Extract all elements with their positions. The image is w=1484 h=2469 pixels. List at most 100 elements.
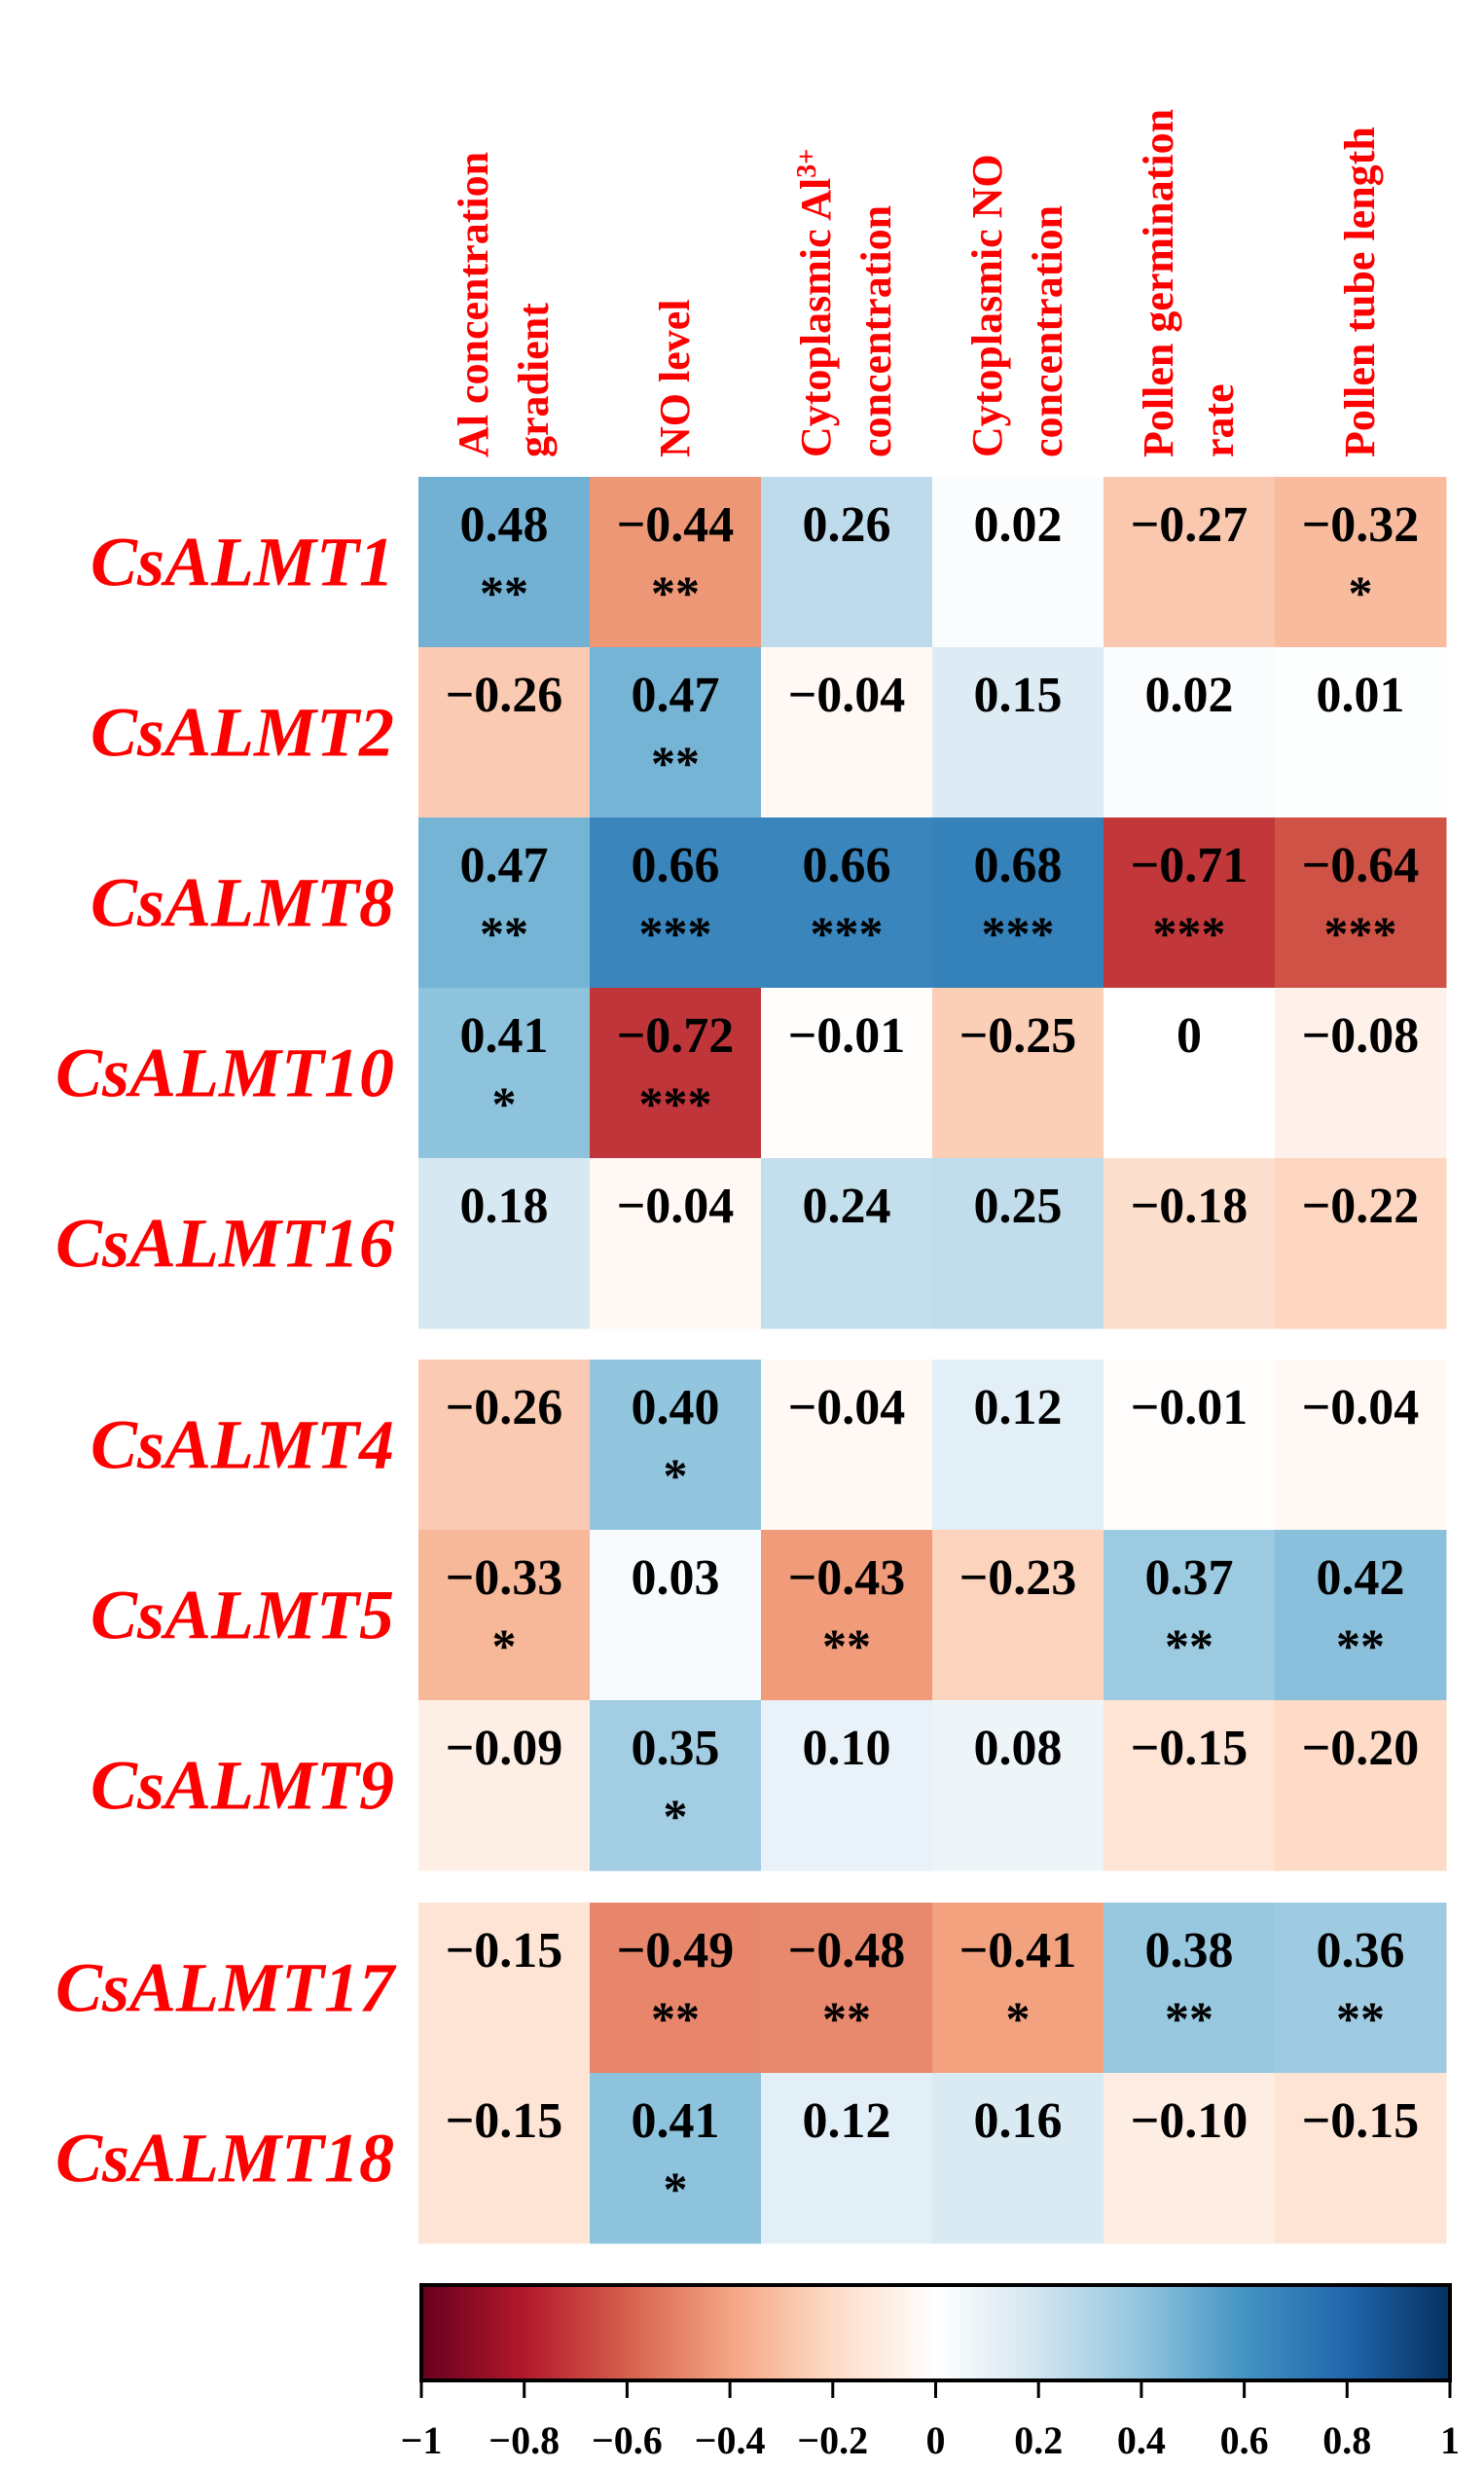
- column-label: Pollen tube length: [1336, 127, 1384, 457]
- cell-value: −0.22: [1302, 1179, 1420, 1234]
- cell-significance: *: [492, 1618, 517, 1673]
- cell-value: 0.38: [1145, 1923, 1234, 1979]
- colorbar-tick-label: 0.6: [1220, 2418, 1269, 2462]
- cell-value: 0.42: [1317, 1550, 1405, 1606]
- heatmap-cell: [1275, 477, 1447, 648]
- cell-value: −0.26: [446, 668, 563, 723]
- cell-value: −0.15: [1302, 2093, 1420, 2149]
- cell-value: −0.71: [1131, 838, 1249, 893]
- cell-value: 0.48: [460, 497, 549, 553]
- heatmap-cell: [418, 1700, 591, 1871]
- heatmap-cell: [1275, 817, 1447, 989]
- heatmap-cell: [932, 1530, 1104, 1701]
- cell-significance: *: [1006, 1991, 1031, 2046]
- row-label: CsALMT17: [55, 1949, 397, 2027]
- row-label: CsALMT10: [55, 1035, 394, 1112]
- cell-significance: *: [664, 1789, 688, 1843]
- colorbar: −1 −0.8 −0.6 −0.4 −0.2 0 0.2 0.4 0.6 0.8 1: [401, 2283, 1460, 2462]
- cell-significance: ***: [1324, 906, 1397, 961]
- cell-value: 0.40: [632, 1380, 720, 1435]
- cell-significance: **: [1336, 1618, 1385, 1673]
- heatmap-cell: [418, 2073, 591, 2244]
- heatmap-cell: [932, 817, 1104, 989]
- heatmap-cell: [590, 988, 762, 1159]
- heatmap-cell: [932, 477, 1104, 648]
- heatmap-cell: [418, 817, 591, 989]
- cell-significance: **: [822, 1618, 871, 1673]
- colorbar-tick-label: −0.4: [695, 2418, 766, 2462]
- heatmap-cell: [1275, 2073, 1447, 2244]
- colorbar-tick-label: −0.6: [592, 2418, 663, 2462]
- colorbar-tick-label: 1: [1440, 2418, 1460, 2462]
- heatmap-cell: [1275, 1700, 1447, 1871]
- column-label: Al concentration: [450, 152, 497, 457]
- cell-value: −0.15: [446, 1923, 563, 1979]
- cell-value: 0.36: [1317, 1923, 1405, 1979]
- cell-value: 0.37: [1145, 1550, 1234, 1606]
- colorbar-tick-label: −0.8: [489, 2418, 560, 2462]
- column-label: gradient: [510, 303, 558, 457]
- column-label: Cytoplasmic Al3+: [792, 149, 841, 457]
- colorbar-tick-label: −0.2: [797, 2418, 868, 2462]
- cell-value: 0.47: [632, 668, 720, 723]
- colorbar-tick-label: 0.4: [1117, 2418, 1166, 2462]
- cell-value: 0.18: [460, 1179, 549, 1234]
- column-label: Pollen germination: [1135, 109, 1182, 457]
- column-label: concentration: [1024, 205, 1071, 457]
- cell-value: −0.23: [959, 1550, 1077, 1606]
- cell-value: 0.12: [974, 1380, 1063, 1435]
- cell-significance: *: [1349, 565, 1373, 620]
- heatmap-cell: [932, 1360, 1104, 1531]
- cell-significance: ***: [639, 906, 712, 961]
- heatmap-cell: [1275, 1530, 1447, 1701]
- heatmap-cell: [761, 1903, 933, 2074]
- cell-value: 0.41: [632, 2093, 720, 2149]
- heatmap-cell: [1104, 1530, 1276, 1701]
- cell-value: −0.44: [617, 497, 735, 553]
- cell-significance: *: [492, 1076, 517, 1131]
- heatmap-cell: [1104, 2073, 1276, 2244]
- cell-value: 0.02: [974, 497, 1063, 553]
- heatmap-cell: [1275, 647, 1447, 818]
- cell-value: 0.12: [803, 2093, 891, 2149]
- heatmap-cell: [761, 1360, 933, 1531]
- heatmap-cell: [1104, 1903, 1276, 2074]
- cell-value: −0.18: [1131, 1179, 1249, 1234]
- heatmap-cell: [418, 647, 591, 818]
- column-label: NO level: [651, 299, 699, 457]
- heatmap-cell: [590, 2073, 762, 2244]
- cell-value: −0.64: [1302, 838, 1420, 893]
- cell-value: −0.26: [446, 1380, 563, 1435]
- heatmap-cell: [590, 1360, 762, 1531]
- cell-value: −0.43: [788, 1550, 906, 1606]
- cell-value: 0.25: [974, 1179, 1063, 1234]
- heatmap-cell: [418, 988, 591, 1159]
- cell-value: 0.66: [803, 838, 891, 893]
- heatmap-cell: [1104, 1158, 1276, 1329]
- heatmap-cell: [590, 1903, 762, 2074]
- cell-significance: *: [664, 1448, 688, 1503]
- cell-value: 0.35: [632, 1721, 720, 1776]
- colorbar-tick-label: 0.2: [1014, 2418, 1063, 2462]
- cell-value: 0.41: [460, 1008, 549, 1064]
- cell-significance: ***: [982, 906, 1055, 961]
- row-label: CsALMT1: [90, 524, 394, 601]
- cell-value: −0.33: [446, 1550, 563, 1606]
- cell-value: −0.01: [1131, 1380, 1249, 1435]
- heatmap-cell: [1275, 988, 1447, 1159]
- cell-significance: **: [1165, 1618, 1213, 1673]
- heatmap-cell: [1104, 477, 1276, 648]
- heatmap-cell: [590, 477, 762, 648]
- heatmap-cell: [418, 1360, 591, 1531]
- cell-value: 0.24: [803, 1179, 891, 1234]
- heatmap-cells: 0.48**−0.44**0.26 0.02 −0.27 −0.32*−0.26 0.4…: [418, 477, 1447, 2244]
- heatmap-cell: [1104, 988, 1276, 1159]
- cell-significance: **: [651, 736, 700, 790]
- heatmap-cell: [761, 988, 933, 1159]
- colorbar-tick-label: −1: [401, 2418, 443, 2462]
- heatmap-cell: [590, 1700, 762, 1871]
- row-label: CsALMT18: [55, 2120, 394, 2197]
- heatmap-cell: [590, 647, 762, 818]
- heatmap-cell: [418, 1530, 591, 1701]
